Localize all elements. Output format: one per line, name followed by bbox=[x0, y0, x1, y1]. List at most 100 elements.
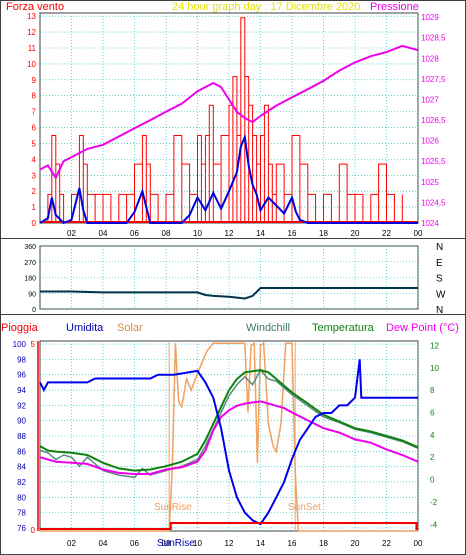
direction-tick-label: 180 bbox=[24, 276, 36, 283]
pressure-tick-label: 1024 bbox=[421, 219, 439, 228]
pressure-tick-label: 1027 bbox=[421, 95, 439, 104]
temperature-tick-label: 6 bbox=[430, 409, 435, 418]
wind-gust-series bbox=[47, 17, 403, 223]
wind-tick-label: 8 bbox=[32, 92, 37, 101]
x-tick-label: 12 bbox=[225, 229, 234, 238]
humidity-tick-label: 86 bbox=[17, 447, 26, 456]
solar-series bbox=[40, 341, 418, 532]
rain-series bbox=[40, 522, 418, 530]
sunset-label: SunSet bbox=[288, 502, 321, 513]
x-tick-label: 10 bbox=[193, 539, 202, 548]
humidity-tick-label: 82 bbox=[17, 478, 26, 487]
humidity-tick-label: 88 bbox=[17, 432, 26, 441]
wind-tick-label: 11 bbox=[28, 44, 37, 53]
direction-tick-label: 90 bbox=[28, 291, 36, 298]
humidity-tick-label: 94 bbox=[17, 386, 26, 395]
temperature-tick-label: -2 bbox=[430, 498, 438, 507]
pressure-tick-label: 1026 bbox=[421, 137, 439, 146]
rain-tick-label: 5 bbox=[31, 340, 36, 349]
wind-tick-label: 5 bbox=[32, 139, 37, 148]
direction-tick-label: 0 bbox=[32, 307, 36, 314]
wind-tick-label: 13 bbox=[27, 12, 36, 21]
x-tick-label: 06 bbox=[130, 539, 139, 548]
pressure-tick-label: 1026,5 bbox=[421, 116, 446, 125]
temperature-series bbox=[39, 369, 419, 472]
compass-label: W bbox=[436, 289, 446, 300]
pressure-tick-label: 1029 bbox=[421, 13, 439, 22]
x-tick-label: 16 bbox=[288, 539, 297, 548]
x-tick-label: 12 bbox=[225, 539, 234, 548]
pressure-tick-label: 1025,5 bbox=[421, 157, 446, 166]
wind-tick-label: 9 bbox=[32, 76, 37, 85]
legend-solar: Solar bbox=[117, 322, 143, 334]
x-tick-label: 20 bbox=[351, 229, 360, 238]
sunrise-axis-label: SunRise bbox=[157, 538, 195, 549]
humidity-series bbox=[39, 359, 418, 526]
x-tick-label: 10 bbox=[193, 229, 202, 238]
x-tick-label: 08 bbox=[162, 229, 171, 238]
wind-average-series bbox=[39, 133, 418, 225]
x-tick-label: 06 bbox=[130, 229, 139, 238]
direction-tick-label: 360 bbox=[24, 244, 36, 251]
x-tick-label: 04 bbox=[99, 229, 108, 238]
x-tick-label: 02 bbox=[67, 229, 76, 238]
windchill-series bbox=[39, 368, 419, 479]
pressure-tick-label: 1025 bbox=[421, 178, 439, 187]
x-tick-label: 16 bbox=[288, 229, 297, 238]
humidity-tick-label: 92 bbox=[17, 401, 26, 410]
humidity-tick-label: 100 bbox=[13, 340, 27, 349]
x-tick-label: 20 bbox=[351, 539, 360, 548]
compass-label: E bbox=[436, 258, 443, 269]
wind-tick-label: 6 bbox=[32, 124, 37, 133]
x-tick-label: 14 bbox=[256, 229, 265, 238]
pressure-tick-label: 1028 bbox=[421, 54, 439, 63]
sunrise-label: SunRise bbox=[154, 502, 192, 513]
temperature-tick-label: 2 bbox=[430, 453, 435, 462]
x-tick-label: 00 bbox=[414, 539, 423, 548]
wind-tick-label: 0 bbox=[32, 219, 37, 228]
temperature-tick-label: 12 bbox=[430, 341, 439, 350]
wind-tick-label: 3 bbox=[32, 171, 37, 180]
pressure-tick-label: 1027,5 bbox=[421, 75, 446, 84]
legend-rain: Pioggia bbox=[1, 322, 39, 334]
compass-label: S bbox=[436, 274, 443, 285]
wind-tick-label: 2 bbox=[32, 187, 37, 196]
compass-label: N bbox=[436, 242, 443, 253]
x-tick-label: 14 bbox=[256, 539, 265, 548]
wind-axis-label: Forza vento bbox=[6, 1, 64, 13]
humidity-tick-label: 90 bbox=[17, 417, 26, 426]
legend-humidity: Umidita bbox=[66, 322, 104, 334]
x-tick-label: 00 bbox=[414, 229, 423, 238]
pressure-tick-label: 1024,5 bbox=[421, 198, 446, 207]
pressure-tick-label: 1028,5 bbox=[421, 34, 446, 43]
legend-temperature: Temperatura bbox=[312, 322, 375, 334]
wind-tick-label: 4 bbox=[32, 155, 37, 164]
pressure-axis-label: Pressione bbox=[370, 1, 419, 13]
humidity-tick-label: 98 bbox=[17, 355, 26, 364]
x-tick-label: 22 bbox=[382, 229, 391, 238]
temperature-tick-label: 4 bbox=[430, 431, 435, 440]
wind-tick-label: 7 bbox=[32, 108, 37, 117]
humidity-tick-label: 96 bbox=[17, 371, 26, 380]
temperature-tick-label: 10 bbox=[430, 364, 439, 373]
x-tick-label: 18 bbox=[319, 229, 328, 238]
humidity-tick-label: 76 bbox=[17, 524, 26, 533]
wind-tick-label: 1 bbox=[32, 203, 37, 212]
wind-tick-label: 12 bbox=[27, 28, 36, 37]
legend-windchill: Windchill bbox=[246, 322, 290, 334]
x-tick-label: 04 bbox=[99, 539, 108, 548]
humidity-tick-label: 78 bbox=[17, 509, 26, 518]
pressure-series bbox=[39, 44, 419, 180]
temperature-tick-label: -4 bbox=[430, 520, 438, 529]
chart-title: 24 hour graph day : 17 Dicembre 2020 bbox=[172, 1, 360, 13]
humidity-tick-label: 80 bbox=[17, 493, 26, 502]
legend-dewpoint: Dew Point (°C) bbox=[386, 322, 459, 334]
wind-direction-series bbox=[40, 287, 418, 300]
x-tick-label: 22 bbox=[382, 539, 391, 548]
tick-labels: 0202040406060808101012121414161618182020… bbox=[13, 12, 446, 548]
x-tick-label: 08 bbox=[162, 539, 171, 548]
x-tick-label: 18 bbox=[319, 539, 328, 548]
x-tick-label: 02 bbox=[67, 539, 76, 548]
temperature-tick-label: 0 bbox=[430, 476, 435, 485]
wind-tick-label: 10 bbox=[27, 60, 36, 69]
